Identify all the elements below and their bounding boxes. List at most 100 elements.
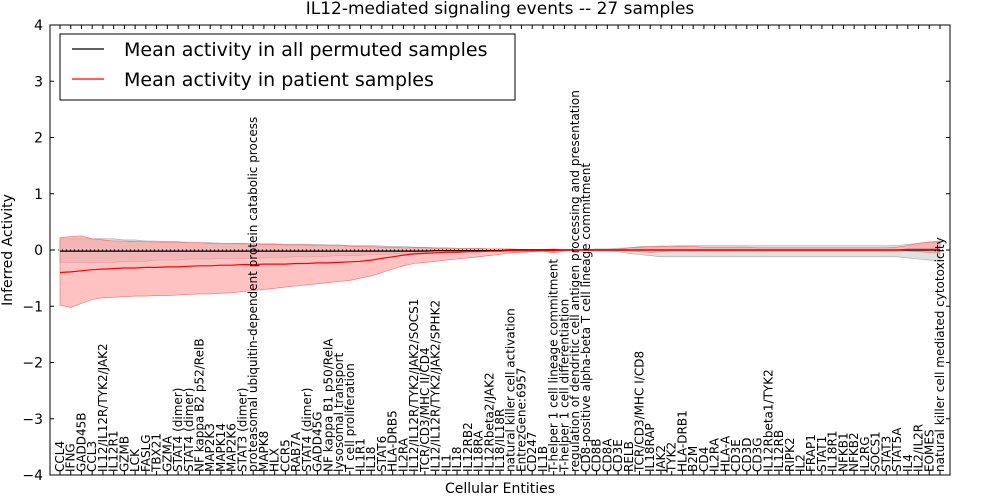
x-tick-label: CD8-positive alpha-beta T cell lineage c… [579, 163, 593, 472]
x-tick-label: IL1 [439, 454, 453, 472]
x-tick-label: T-helper 1 cell lineage commitment [547, 259, 561, 473]
x-tick-label: IL12/IL12R/TYK2/JAK2/SOCS1 [407, 299, 421, 472]
y-axis-label: Inferred Activity [0, 194, 16, 306]
x-tick-label: TBX21 [150, 433, 164, 473]
x-tick-label: STAT3 (dimer) [235, 388, 249, 472]
x-tick-label: STAT4 (dimer) [171, 388, 185, 472]
x-tick-label: IL12Rbeta1/TYK2 [761, 369, 775, 472]
x-tick-label: CCR5 [278, 439, 292, 472]
y-tick-label: 4 [34, 18, 43, 34]
x-tick-label: CD247 [525, 431, 539, 472]
x-tick-label: STAT4 (dimer) [182, 388, 196, 472]
y-tick-label: 1 [34, 187, 43, 203]
x-tick-label: IL18/IL18R [493, 409, 507, 472]
x-tick-label: FRAP1 [804, 434, 818, 472]
x-tick-label: LCK [128, 448, 142, 472]
y-tick-label: −2 [22, 356, 43, 372]
x-tick-label: RAB7A [289, 431, 303, 472]
x-tick-label: TCR/CD3/MHC I/CD8 [633, 351, 647, 473]
y-tick-label: 2 [34, 131, 43, 147]
x-tick-label: SOCS1 [869, 431, 883, 472]
x-tick-label: natural killer cell activation [504, 308, 518, 472]
x-tick-label: MAP2K6 [225, 423, 239, 472]
x-tick-label: IL18 [450, 447, 464, 473]
x-tick-label: HLA-A [718, 435, 732, 472]
x-tick-label: RIPK2 [783, 437, 797, 472]
x-tick-label: EOMES [922, 429, 936, 472]
x-tick-label: T cell proliferation [343, 363, 357, 473]
x-tick-label: IL2/IL2R [912, 424, 926, 472]
x-tick-label: STAT5A [890, 427, 904, 472]
patient-band [59, 235, 941, 308]
x-tick-label: GZMA [160, 435, 174, 472]
x-axis-label: Cellular Entities [445, 481, 555, 497]
x-tick-label: HLA-DRB1 [675, 410, 689, 472]
x-tick-label: CD3E [611, 439, 625, 472]
x-tick-label: EntrezGene:6957 [515, 368, 529, 473]
x-tick-label: IL12RB2 [461, 422, 475, 472]
x-tick-label: IL4 [901, 454, 915, 472]
x-tick-label: IL1B [536, 446, 550, 472]
plot-area: −4−3−2−101234CCL4IFNGGADD45BCCL3IL12/IL1… [22, 18, 951, 484]
y-tick-label: 3 [34, 74, 43, 90]
x-tick-label: CD8B [590, 439, 604, 473]
x-tick-label: IL12/IL12R/TYK2/JAK2/SPHK2 [429, 300, 443, 472]
x-tick-label: IL12RB [772, 430, 786, 472]
patient-mean-line [59, 248, 940, 274]
x-tick-label: GZMB [117, 436, 131, 472]
x-tick-label: natural killer cell mediated cytotoxicit… [933, 237, 947, 472]
x-tick-label: IFNG [64, 443, 78, 472]
x-tick-label: STAT1 [815, 436, 829, 472]
x-tick-label: lysosomal transport [332, 352, 346, 472]
x-tick-label: IL18RA [472, 430, 486, 472]
x-tick-label: B2M [686, 446, 700, 472]
x-tick-label: IL12R1 [107, 431, 121, 472]
x-tick-label: STAT3 [879, 436, 893, 472]
x-tick-label: MAPK14 [214, 423, 228, 472]
x-tick-label: CD3E [729, 439, 743, 472]
x-tick-label: NFKB2 [847, 432, 861, 472]
legend-box [59, 33, 516, 101]
y-tick-label: 0 [34, 243, 43, 259]
x-tick-label: MAP2K3 [203, 423, 217, 472]
x-tick-label: NFKB1 [836, 432, 850, 472]
y-tick-label: −3 [22, 412, 43, 428]
x-tick-label: proteasomal ubiquitin-dependent protein … [246, 117, 260, 472]
x-tick-label: HLA-DRB5 [386, 410, 400, 472]
x-tick-label: IL2RG [858, 437, 872, 473]
x-tick-label: NF kappa B2 p52/RelB [193, 338, 207, 472]
x-tick-label: CCL4 [53, 441, 67, 472]
x-tick-label: STAT4 (dimer) [300, 388, 314, 472]
x-tick-label: IL18R1 [826, 431, 840, 472]
x-tick-label: IL1R1 [354, 438, 368, 472]
x-tick-label: IL18RAP [643, 423, 657, 472]
x-tick-label: JAK2 [654, 445, 668, 473]
x-tick-label: IL12/IL12R/TYK2/JAK2 [96, 343, 110, 472]
x-tick-label: CD3G [751, 437, 765, 472]
x-tick-label: IL2RA [708, 437, 722, 472]
y-tick-label: −4 [22, 468, 43, 484]
y-tick-label: −1 [22, 299, 43, 315]
x-tick-label: FASLG [139, 434, 153, 472]
x-tick-label: GADD45G [311, 411, 325, 472]
legend-label-permuted: Mean activity in all permuted samples [124, 39, 487, 61]
x-tick-label: IL18 [364, 447, 378, 473]
x-tick-label: CCL3 [85, 441, 99, 472]
x-tick-label: GADD45B [75, 413, 89, 473]
x-tick-label: CD3D [740, 438, 754, 473]
x-tick-label: regulation of dendritic cell antigen pro… [568, 90, 582, 472]
x-tick-label: T-helper 1 cell differentiation [557, 299, 571, 473]
x-tick-label: HLX [268, 448, 282, 472]
x-tick-label: MAPK8 [257, 431, 271, 472]
chart-title: IL12-mediated signaling events -- 27 sam… [306, 0, 695, 19]
x-tick-label: CD4 [697, 447, 711, 472]
x-tick-label: RELB [622, 441, 636, 472]
x-tick-label: IL12Rbeta2/JAK2 [482, 372, 496, 472]
x-tick-label: NF kappa B1 p50/RelA [321, 338, 335, 472]
x-tick-label: TCR/CD3/MHC II/CD4 [418, 347, 432, 473]
x-tick-label: IL2 [794, 454, 808, 472]
x-tick-label: CD8A [600, 438, 614, 472]
x-tick-label: STAT6 [375, 436, 389, 472]
legend-label-patient: Mean activity in patient samples [124, 69, 434, 91]
